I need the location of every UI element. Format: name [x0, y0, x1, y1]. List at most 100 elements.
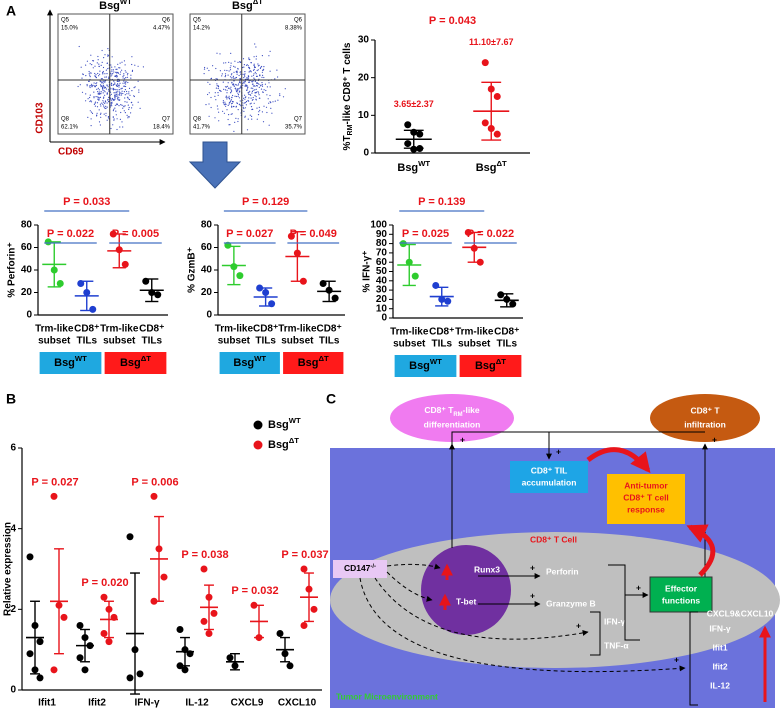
event-dot [233, 130, 235, 132]
event-dot [98, 65, 100, 67]
event-dot [81, 91, 84, 93]
event-dot [225, 96, 227, 98]
cell-label: CD8⁺ T Cell [530, 534, 577, 544]
event-dot [235, 76, 238, 79]
event-dot [206, 67, 208, 69]
event-dot [256, 118, 258, 120]
event-dot [93, 91, 95, 93]
event-dot [87, 98, 89, 100]
event-dot [124, 70, 126, 72]
event-dot [260, 88, 263, 90]
event-dot [100, 82, 103, 84]
node-label-part: CD147 [344, 563, 371, 573]
event-dot [112, 89, 115, 91]
event-dot [111, 97, 114, 100]
event-dot [105, 76, 107, 78]
x-tick-label: Trm-like [100, 324, 139, 335]
event-dot [255, 55, 257, 57]
event-dot [103, 106, 105, 108]
node-label-part: RM [453, 412, 462, 418]
event-dot [250, 102, 252, 104]
event-dot [246, 76, 248, 79]
event-dot [100, 78, 102, 80]
event-dot [97, 72, 99, 75]
event-dot [204, 66, 206, 69]
event-dot [110, 72, 112, 74]
event-dot [231, 81, 233, 83]
accumulation-node [510, 461, 588, 493]
event-dot [254, 71, 256, 73]
event-dot [105, 88, 107, 90]
y-axis-label: Relative expression [3, 522, 14, 616]
event-dot [277, 76, 279, 78]
event-dot [231, 113, 233, 115]
data-point [300, 621, 308, 629]
event-dot [111, 56, 113, 58]
event-dot [231, 105, 233, 107]
event-dot [138, 91, 140, 93]
transition-arrow [188, 141, 242, 189]
event-dot [232, 77, 234, 79]
event-dot [210, 78, 212, 80]
event-dot [112, 88, 114, 90]
y-tick-label: 30 [358, 35, 370, 46]
event-dot [208, 103, 210, 105]
event-dot [239, 91, 241, 93]
p-value: P = 0.025 [402, 228, 449, 240]
event-dot [98, 98, 100, 100]
event-dot [249, 103, 251, 105]
x-tick-label: Trm-like [278, 324, 317, 335]
event-dot [116, 80, 118, 82]
event-dot [274, 78, 276, 80]
event-dot [102, 72, 104, 74]
quadrant-name: Q5 [193, 18, 202, 24]
quadrant-percent: 62.1% [61, 125, 79, 131]
event-dot [247, 65, 249, 67]
event-dot [215, 99, 217, 101]
x-tick-label: Trm-like [215, 324, 254, 335]
event-dot [243, 74, 246, 76]
group-label-part: WT [430, 357, 442, 366]
event-dot [104, 87, 106, 89]
event-dot [227, 104, 229, 106]
y-tick-label: 50 [376, 266, 388, 277]
event-dot [106, 73, 108, 75]
group-box [459, 355, 522, 377]
event-dot [236, 102, 238, 105]
event-dot [107, 48, 109, 50]
event-dot [237, 90, 239, 92]
event-dot [117, 80, 119, 82]
event-dot [101, 78, 103, 80]
event-dot [235, 84, 237, 86]
event-dot [142, 66, 144, 68]
event-dot [244, 116, 246, 118]
event-dot [116, 103, 119, 105]
y-tick-label: 4 [10, 523, 16, 534]
event-dot [228, 61, 230, 64]
event-dot [104, 100, 106, 102]
event-dot [90, 54, 92, 56]
event-dot [126, 114, 128, 116]
event-dot [236, 71, 238, 73]
event-dot [261, 82, 263, 84]
event-dot [244, 94, 246, 96]
p-value: P = 0.032 [231, 585, 278, 597]
event-dot [242, 82, 244, 85]
node-label: Ifit2 [712, 661, 727, 671]
event-dot [239, 90, 241, 92]
event-dot [125, 85, 127, 88]
event-dot [229, 88, 231, 90]
node-label: IL-12 [710, 680, 730, 690]
event-dot [247, 75, 250, 77]
data-point [411, 272, 419, 280]
event-dot [255, 96, 257, 98]
event-dot [99, 124, 101, 126]
plus-sign: + [576, 620, 581, 630]
data-point [236, 272, 244, 280]
event-dot [99, 70, 101, 72]
y-tick-label: 60 [376, 257, 388, 268]
event-dot [104, 54, 106, 56]
event-dot [272, 101, 274, 103]
event-dot [238, 97, 240, 99]
event-dot [106, 106, 108, 108]
